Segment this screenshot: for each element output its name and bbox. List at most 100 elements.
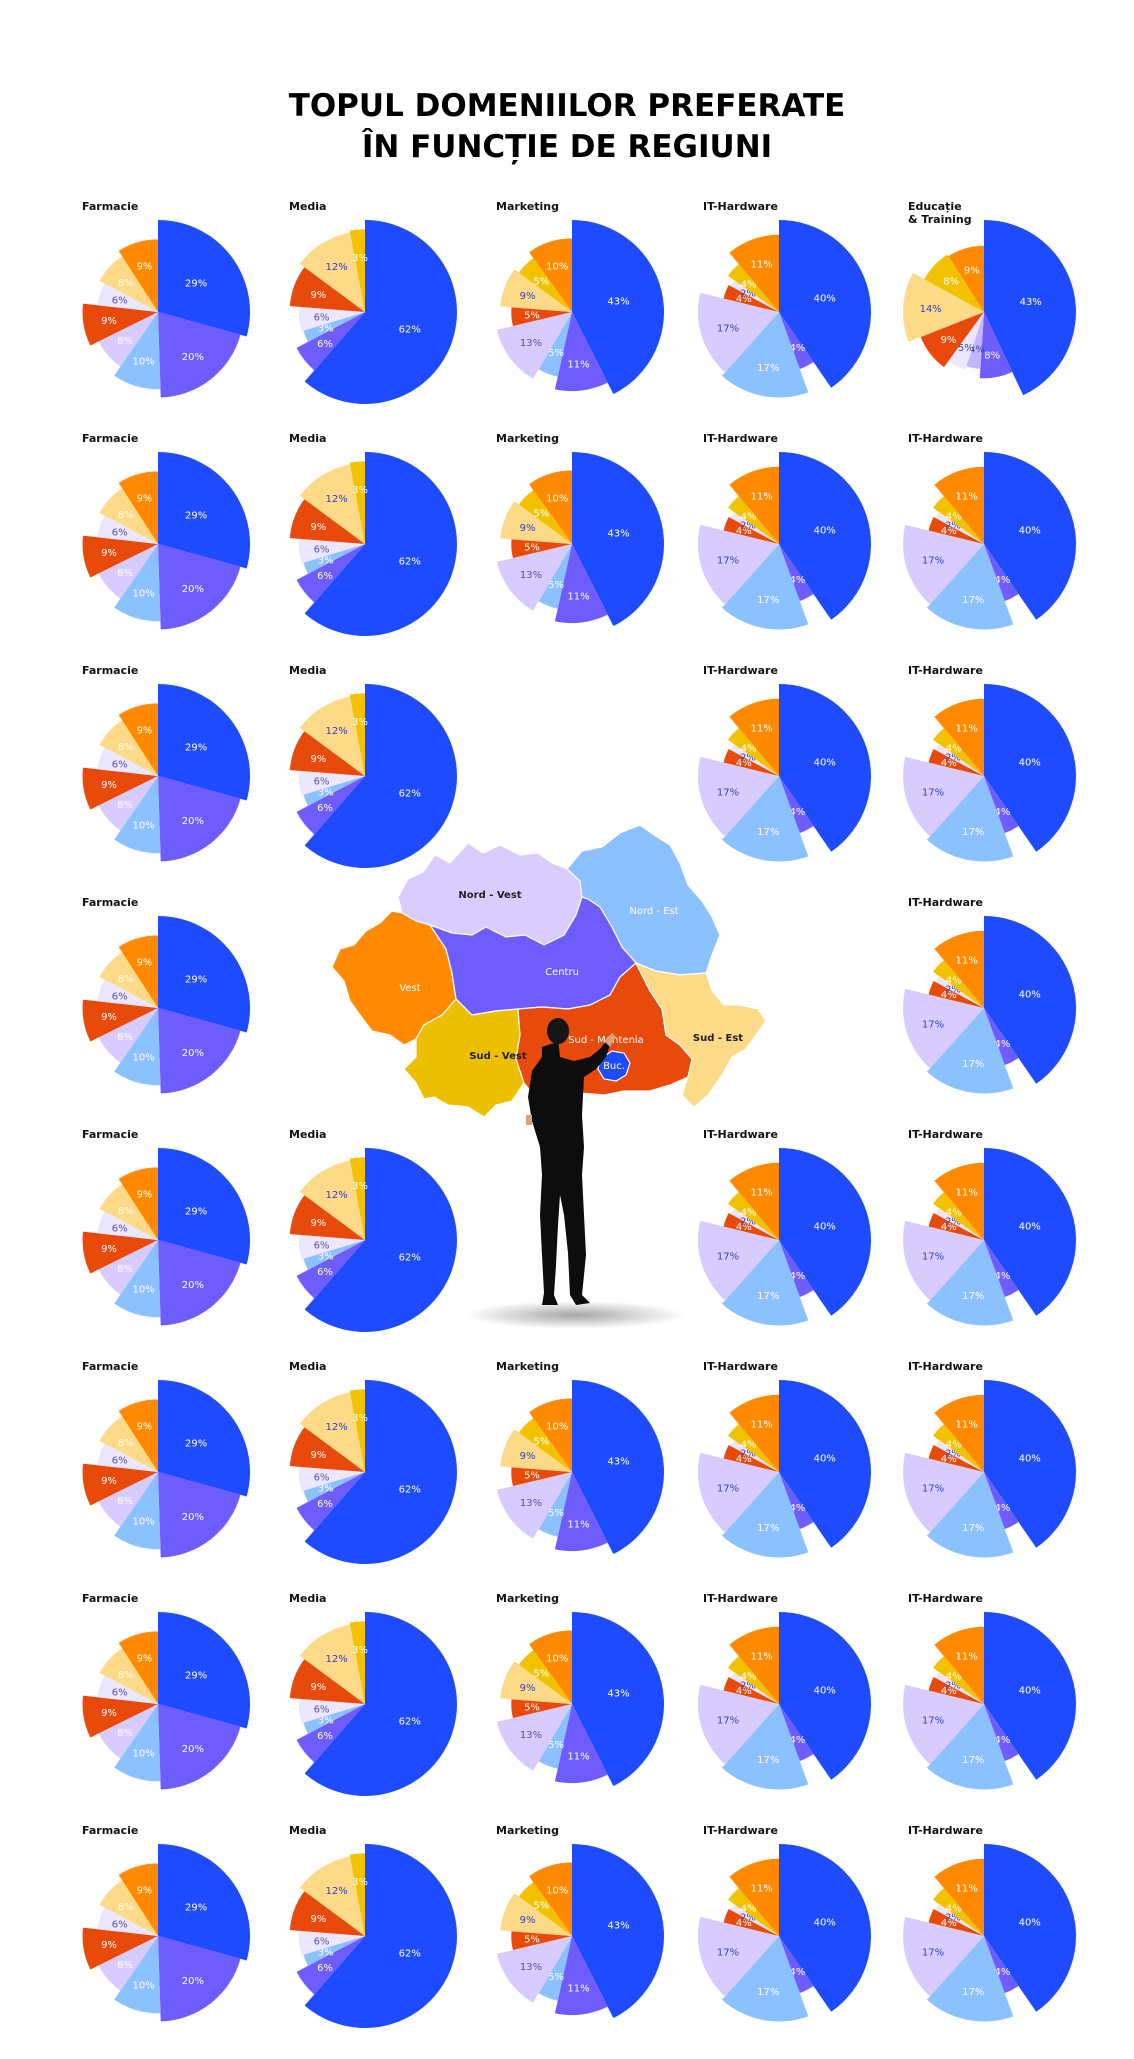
pie-slice-label: 10% xyxy=(132,1980,154,1991)
pie-slice-label: 43% xyxy=(607,1456,629,1467)
pie-slice xyxy=(303,1240,365,1270)
pie-slice-label: 4% xyxy=(941,1918,957,1929)
pie-slice-label: 17% xyxy=(922,787,944,798)
pie-slice-label: 29% xyxy=(185,1207,207,1218)
chart-title: IT-Hardware xyxy=(703,1128,778,1141)
pie-slice-label: 5% xyxy=(524,1935,540,1946)
pie-slice-label: 17% xyxy=(717,555,739,566)
pie-slice xyxy=(289,1659,365,1704)
pie-slice-label: 40% xyxy=(814,1453,836,1464)
pie-slice-label: 40% xyxy=(1019,525,1041,536)
pie-chart-it-hardware: IT-Hardware 40% 4% 17% 17% 4% 2% 4% 11% xyxy=(903,1592,1128,1817)
pie-slice-label: 8% xyxy=(118,1670,134,1681)
pie-slice xyxy=(82,1927,158,1970)
pie-slice xyxy=(934,930,984,1008)
pie-slice xyxy=(518,1882,572,1936)
pie-slice xyxy=(158,452,250,569)
pie-svg: 29%20%10%8%9%6%8%9% xyxy=(82,1844,250,2022)
pie-slice-label: 17% xyxy=(922,1715,944,1726)
pie-slice-label: 11% xyxy=(955,1652,977,1663)
pie-slice-label: 8% xyxy=(118,742,134,753)
pie-slice xyxy=(158,1612,250,1729)
pie-slice xyxy=(304,1612,457,1796)
pie-slice xyxy=(349,229,365,312)
pie-slice xyxy=(303,1472,365,1502)
pie-slice-label: 9% xyxy=(101,1940,117,1951)
pie-slice-label: 2% xyxy=(945,1216,961,1227)
pie-slice-label: 20% xyxy=(182,1512,204,1523)
pie-slice-label: 9% xyxy=(137,958,153,969)
pie-slice-label: 12% xyxy=(325,726,347,737)
pie-slice-label: 9% xyxy=(310,754,326,765)
pie-slice xyxy=(728,1192,779,1240)
pie-slice xyxy=(779,776,814,834)
pie-slice xyxy=(729,698,779,776)
pie-slice-label: 5% xyxy=(548,580,564,591)
pie-slice-label: 17% xyxy=(962,1987,984,1998)
pie-slice xyxy=(303,312,365,342)
pie-slice xyxy=(299,232,365,312)
pie-slice xyxy=(82,1695,158,1738)
pie-slice-label: 12% xyxy=(325,1422,347,1433)
pie-slice-label: 4% xyxy=(789,343,805,354)
pie-slice-label: 9% xyxy=(137,1654,153,1665)
pie-slice-label: 12% xyxy=(325,1886,347,1897)
pie-slice-label: 10% xyxy=(132,1748,154,1759)
pie-slice xyxy=(529,1862,572,1936)
pie-slice-label: 13% xyxy=(520,570,542,581)
pie-slice xyxy=(158,220,250,337)
pie-svg: 40%4%17%17%4%2%4%11% xyxy=(903,1380,1077,1558)
chart-title: IT-Hardware xyxy=(703,432,778,445)
pie-slice-label: 6% xyxy=(112,296,128,307)
chart-title: IT-Hardware xyxy=(703,1360,778,1373)
pie-svg: 40%4%17%17%4%2%4%11% xyxy=(903,452,1077,630)
pie-slice xyxy=(984,1240,1019,1298)
pie-slice xyxy=(903,1684,984,1765)
pie-slice xyxy=(289,731,365,776)
chart-title: IT-Hardware xyxy=(703,1824,778,1837)
pie-slice-label: 6% xyxy=(317,1731,333,1742)
pie-slice xyxy=(779,452,872,620)
pie-chart-farmacie: Farmacie 29% 20% 10% 8% 9% 6% 8% 9% xyxy=(82,1360,302,1585)
chart-title: IT-Hardware xyxy=(908,664,983,677)
pie-slice-label: 9% xyxy=(101,548,117,559)
pie-slice-label: 9% xyxy=(520,1683,536,1694)
pie-slice-label: 2% xyxy=(740,1680,756,1691)
pie-slice xyxy=(114,1240,161,1318)
pie-slice-label: 4% xyxy=(946,976,962,987)
pie-slice xyxy=(158,1704,241,1790)
pie-slice xyxy=(779,1380,872,1548)
pie-slice-label: 20% xyxy=(182,1744,204,1755)
pie-slice xyxy=(349,693,365,776)
pie-slice xyxy=(349,1157,365,1240)
pie-slice-label: 4% xyxy=(789,575,805,586)
pie-slice-label: 4% xyxy=(789,1271,805,1282)
pie-slice-label: 11% xyxy=(567,359,589,370)
pie-slice xyxy=(935,1207,984,1240)
pie-slice-label: 9% xyxy=(137,1886,153,1897)
pie-slice xyxy=(935,1439,984,1472)
pie-slice-label: 10% xyxy=(132,1284,154,1295)
pie-slice xyxy=(304,1380,457,1564)
pie-slice-label: 12% xyxy=(325,1654,347,1665)
pie-svg: 43%11%5%13%5%9%5%10% xyxy=(496,220,665,395)
pie-slice xyxy=(511,1467,572,1487)
pie-slice xyxy=(934,1162,984,1240)
pie-slice-label: 9% xyxy=(101,1244,117,1255)
pie-slice xyxy=(984,452,1077,620)
chart-title: IT-Hardware xyxy=(703,664,778,677)
pie-slice-label: 10% xyxy=(132,1052,154,1063)
pie-slice xyxy=(99,256,158,312)
pie-slice-label: 3% xyxy=(318,324,334,335)
pie-chart-it-hardware: IT-Hardware 40% 4% 17% 17% 4% 2% 4% 11% xyxy=(698,1128,923,1353)
pie-slice xyxy=(98,1704,158,1759)
pie-slice xyxy=(82,999,158,1042)
pie-slice-label: 4% xyxy=(941,758,957,769)
pie-slice xyxy=(721,1936,809,2022)
pie-slice-label: 20% xyxy=(182,584,204,595)
pie-slice xyxy=(934,466,984,544)
pie-slice xyxy=(98,1008,158,1063)
pie-slice xyxy=(698,1684,779,1765)
pie-slice-label: 10% xyxy=(132,1516,154,1527)
pie-slice xyxy=(984,1612,1077,1780)
